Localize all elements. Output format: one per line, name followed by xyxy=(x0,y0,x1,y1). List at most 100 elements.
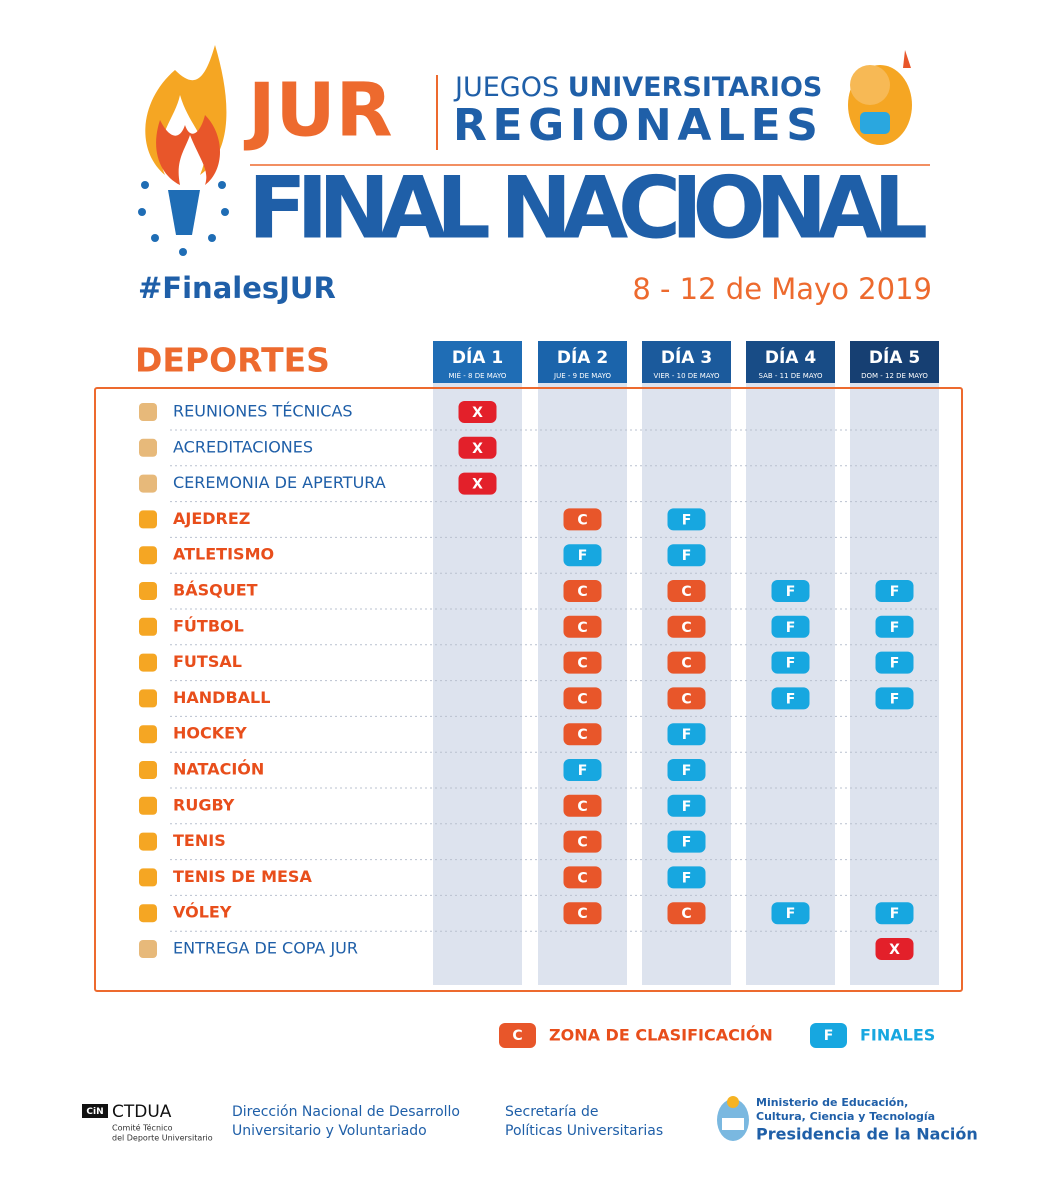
cell-badge xyxy=(667,615,706,638)
cell-badge xyxy=(563,651,602,674)
cell-badge xyxy=(875,615,914,638)
cell-badge xyxy=(563,544,602,567)
day-sub: DOM - 12 DE MAYO xyxy=(861,372,928,380)
day-column xyxy=(850,383,939,985)
row-icon xyxy=(139,474,157,493)
cell-mark: C xyxy=(577,620,587,636)
subtitle: JUEGOS UNIVERSITARIOS xyxy=(453,72,822,103)
cell-mark: F xyxy=(682,763,692,779)
cell-mark: F xyxy=(682,835,692,851)
row-icon xyxy=(139,832,157,851)
cell-mark: C xyxy=(577,512,587,528)
final-nacional: FINAL NACIONAL xyxy=(248,158,928,258)
cell-mark: C xyxy=(681,620,691,636)
cell-mark: C xyxy=(681,656,691,672)
cell-mark: X xyxy=(889,942,900,958)
universitarios: UNIVERSITARIOS xyxy=(568,72,823,103)
legend-key: F xyxy=(824,1028,834,1044)
cell-badge xyxy=(563,902,602,925)
cell-badge xyxy=(667,866,706,889)
presidencia: Presidencia de la Nación xyxy=(756,1125,978,1144)
schedule-table: DÍA 1 MIÉ - 8 DE MAYO DÍA 2 JUE - 9 DE MAYO… xyxy=(139,341,940,985)
cell-mark: X xyxy=(472,441,483,457)
cell-badge xyxy=(771,615,810,638)
legend-badge xyxy=(810,1023,847,1048)
cell-badge xyxy=(875,687,914,710)
day-label: DÍA 4 xyxy=(765,346,817,368)
row-name: FÚTBOL xyxy=(173,616,244,635)
cell-badge xyxy=(563,759,602,781)
cell-mark: F xyxy=(578,763,588,779)
row-name: FUTSAL xyxy=(173,652,242,671)
cell-badge xyxy=(667,508,706,531)
cell-mark: F xyxy=(890,691,900,707)
row-icon xyxy=(139,868,157,887)
row-name: BÁSQUET xyxy=(173,581,258,600)
day-sub: JUE - 9 DE MAYO xyxy=(553,372,611,380)
row-name: TENIS xyxy=(173,831,226,850)
day-sub: SAB - 11 DE MAYO xyxy=(759,372,823,380)
cell-badge xyxy=(667,687,706,710)
cell-badge xyxy=(563,794,602,817)
row-name: ENTREGA DE COPA JUR xyxy=(173,939,358,958)
cell-mark: C xyxy=(577,799,587,815)
regionales: REGIONALES xyxy=(453,100,818,151)
cell-mark: C xyxy=(577,656,587,672)
row-icon xyxy=(139,510,157,529)
cell-mark: C xyxy=(577,835,587,851)
row-name: AJEDREZ xyxy=(173,509,250,528)
cell-mark: C xyxy=(577,691,587,707)
day-header xyxy=(746,341,835,383)
juegos: JUEGOS xyxy=(453,72,559,103)
cell-badge xyxy=(563,580,602,602)
day-column xyxy=(642,383,731,985)
cell-mark: F xyxy=(786,620,796,636)
row-icon xyxy=(139,582,157,600)
secretaria: Políticas Universitarias xyxy=(505,1123,663,1139)
ministerio: Ministerio de Educación, xyxy=(756,1096,908,1109)
cell-mark: C xyxy=(577,584,587,600)
cell-mark: C xyxy=(681,691,691,707)
table-border xyxy=(94,387,963,992)
row-icon xyxy=(139,617,157,636)
cell-badge xyxy=(667,651,706,674)
row-name: HANDBALL xyxy=(173,688,270,707)
cell-mark: F xyxy=(682,727,692,743)
cell-mark: F xyxy=(890,620,900,636)
row-name: ACREDITACIONES xyxy=(173,437,313,456)
row-name: RUGBY xyxy=(173,795,235,814)
row-name: CEREMONIA DE APERTURA xyxy=(173,473,386,492)
day-sub: MIÉ - 8 DE MAYO xyxy=(449,371,507,380)
ministerio: Cultura, Ciencia y Tecnología xyxy=(756,1110,935,1123)
legend-badge xyxy=(499,1023,536,1048)
cell-mark: F xyxy=(890,656,900,672)
row-name: REUNIONES TÉCNICAS xyxy=(173,402,353,421)
direccion: Universitario y Voluntariado xyxy=(232,1123,427,1139)
row-icon xyxy=(139,689,157,708)
cin-box xyxy=(82,1104,108,1118)
day-header xyxy=(433,341,522,383)
table-title: DEPORTES xyxy=(135,341,330,380)
row-icon xyxy=(139,438,157,457)
cell-badge xyxy=(875,902,914,925)
row-icon xyxy=(139,761,157,779)
cell-badge xyxy=(771,902,810,925)
cell-badge xyxy=(563,615,602,638)
cell-badge xyxy=(563,723,602,746)
secretaria: Secretaría de xyxy=(505,1104,599,1120)
row-name: TENIS DE MESA xyxy=(173,867,312,886)
row-icon xyxy=(139,725,157,744)
row-icon xyxy=(139,940,157,958)
cell-badge xyxy=(563,866,602,889)
row-name: VÓLEY xyxy=(173,903,232,922)
cell-badge xyxy=(667,830,706,853)
cell-mark: F xyxy=(890,906,900,922)
cell-badge xyxy=(458,401,497,423)
day-label: DÍA 5 xyxy=(869,346,920,368)
dates: 8 - 12 de Mayo 2019 xyxy=(632,272,932,306)
cin: CiN xyxy=(86,1107,103,1117)
direccion: Dirección Nacional de Desarrollo xyxy=(232,1104,460,1120)
legend-text: FINALES xyxy=(860,1026,935,1045)
cell-mark: F xyxy=(682,548,692,564)
